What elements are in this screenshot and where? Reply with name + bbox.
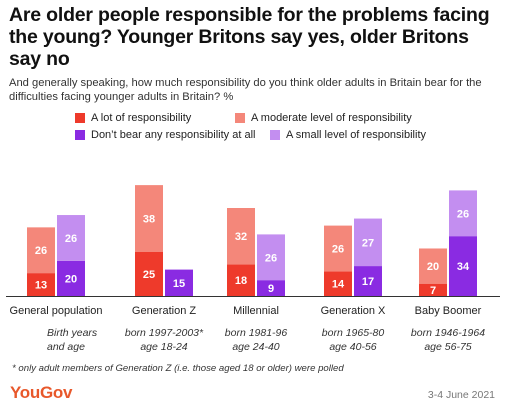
data-label: 15 <box>173 278 185 290</box>
data-label: 26 <box>265 252 277 264</box>
data-label: 26 <box>332 243 344 255</box>
category-label: General population <box>10 305 103 317</box>
data-label: 26 <box>457 208 469 220</box>
data-label: 32 <box>235 231 247 243</box>
bar <box>165 269 193 296</box>
data-label: 26 <box>35 245 47 257</box>
fieldwork-date: 3-4 June 2021 <box>427 389 495 401</box>
data-label: 20 <box>427 261 439 273</box>
bar <box>257 280 285 296</box>
bar <box>354 218 382 267</box>
chart-title: Are older people responsible for the pro… <box>9 4 490 70</box>
legend-label: A lot of responsibility <box>91 112 192 124</box>
data-label: 9 <box>268 283 274 295</box>
category-note: born 1965-80 <box>322 327 385 339</box>
data-label: 14 <box>332 279 345 291</box>
data-label: 13 <box>35 280 47 292</box>
bar <box>419 283 447 296</box>
bar <box>324 225 352 272</box>
category-note: born 1981-96 <box>225 327 288 339</box>
data-label: 20 <box>65 273 77 285</box>
bar <box>354 266 382 296</box>
data-label: 7 <box>430 285 436 297</box>
bar <box>449 190 477 237</box>
legend-swatch-moderate <box>235 113 245 123</box>
data-label: 38 <box>143 214 155 226</box>
footnote: * only adult members of Generation Z (i.… <box>12 363 344 374</box>
bar <box>227 208 255 265</box>
bar <box>135 252 163 296</box>
category-label: Millennial <box>233 305 279 317</box>
bar <box>57 260 85 296</box>
legend-swatch-none <box>75 130 85 140</box>
bar <box>419 248 447 284</box>
legend-item-moderate: A moderate level of responsibility <box>235 112 412 124</box>
bar <box>227 264 255 296</box>
bar <box>27 227 55 274</box>
bar <box>257 234 285 281</box>
legend-item-none: Don’t bear any responsibility at all <box>75 129 255 141</box>
category-note: and age <box>47 341 85 353</box>
legend-label: Don’t bear any responsibility at all <box>91 129 256 141</box>
category-note: age 18-24 <box>140 341 187 353</box>
category-note: born 1997-2003* <box>125 327 204 339</box>
bar <box>135 185 163 252</box>
category-label: Generation Z <box>132 305 196 317</box>
legend-swatch-small <box>270 130 280 140</box>
category-label: Generation X <box>321 305 386 317</box>
data-label: 18 <box>235 275 247 287</box>
category-note: age 40-56 <box>329 341 376 353</box>
bar <box>324 271 352 296</box>
data-label: 27 <box>362 237 374 249</box>
legend-label: A small level of responsibility <box>286 129 427 141</box>
data-label: 17 <box>362 276 374 288</box>
category-note: age 24-40 <box>232 341 279 353</box>
data-label: 25 <box>143 269 155 281</box>
category-note: age 56-75 <box>424 341 471 353</box>
data-label: 26 <box>65 233 77 245</box>
yougov-logo: YouGov <box>10 383 73 402</box>
category-note: Birth years <box>47 327 98 339</box>
bar <box>449 236 477 296</box>
category-label: Baby Boomer <box>415 305 482 317</box>
legend-item-a-lot: A lot of responsibility <box>75 112 191 124</box>
legend-swatch-a-lot <box>75 113 85 123</box>
bar <box>57 215 85 261</box>
category-note: born 1946-1964 <box>411 327 485 339</box>
chart-subtitle: And generally speaking, how much respons… <box>9 77 482 103</box>
bar <box>27 273 55 296</box>
legend-item-small: A small level of responsibility <box>270 129 426 141</box>
legend-label: A moderate level of responsibility <box>251 112 412 124</box>
data-label: 34 <box>457 261 470 273</box>
